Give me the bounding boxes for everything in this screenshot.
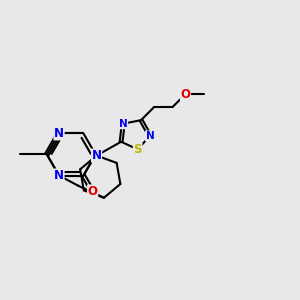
Text: N: N xyxy=(146,131,154,141)
Text: O: O xyxy=(181,88,190,100)
Text: S: S xyxy=(134,143,142,156)
Text: N: N xyxy=(54,169,64,182)
Text: O: O xyxy=(88,185,98,198)
Text: N: N xyxy=(119,119,128,129)
Text: N: N xyxy=(92,149,101,162)
Text: N: N xyxy=(54,127,64,140)
